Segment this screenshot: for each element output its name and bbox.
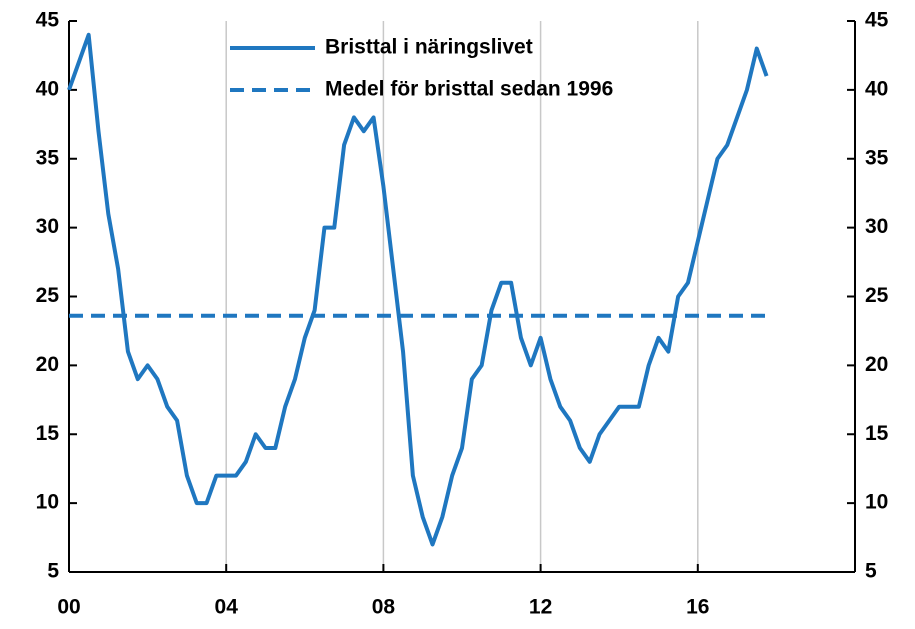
y2-tick-label: 20 [865, 353, 888, 376]
y-tick-label: 40 [36, 77, 59, 100]
y2-tick-label: 45 [865, 9, 889, 32]
y2-tick-label: 25 [865, 284, 889, 307]
legend-label: Medel för bristtal sedan 1996 [325, 78, 613, 101]
y-tick-label: 5 [47, 560, 59, 583]
y2-tick-label: 15 [865, 422, 889, 445]
y-tick-label: 30 [36, 215, 59, 238]
y-tick-label: 10 [36, 491, 59, 514]
y-tick-label: 35 [36, 146, 60, 169]
series-line [67, 32, 769, 547]
y2-tick-label: 35 [865, 146, 889, 169]
y-tick-label: 15 [36, 422, 60, 445]
y-tick-label: 25 [36, 284, 60, 307]
y-tick-label: 45 [36, 9, 60, 32]
y-tick-label: 20 [36, 353, 59, 376]
x-tick-label: 00 [57, 596, 80, 619]
y2-tick-label: 40 [865, 77, 888, 100]
x-tick-label: 12 [529, 596, 552, 619]
legend-label: Bristtal i näringslivet [325, 36, 533, 59]
y2-tick-label: 10 [865, 491, 888, 514]
x-tick-label: 16 [686, 596, 709, 619]
y2-tick-label: 30 [865, 215, 888, 238]
y2-tick-label: 5 [865, 560, 877, 583]
x-tick-label: 08 [372, 596, 396, 619]
x-tick-label: 04 [215, 596, 239, 619]
